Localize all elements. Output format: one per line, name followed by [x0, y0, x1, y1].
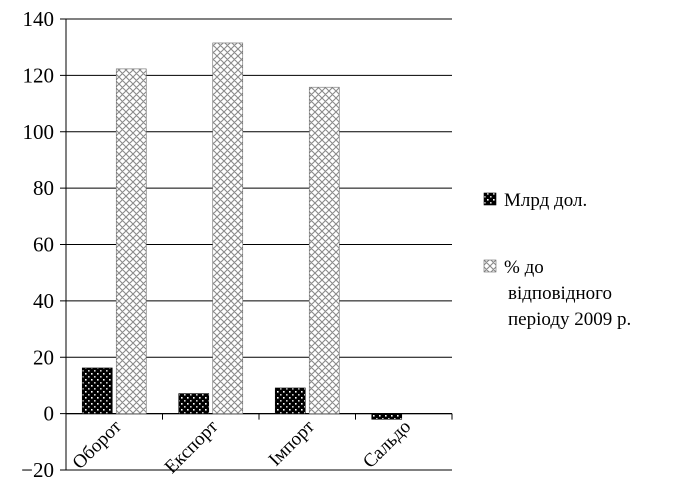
y-tick-label: −20 [21, 458, 54, 482]
legend-swatch [483, 259, 497, 273]
legend-label: Млрд дол. [504, 190, 587, 211]
y-tick-label: 20 [33, 345, 54, 369]
y-tick-label: 80 [33, 176, 54, 200]
legend: Млрд дол. % до відповідного періоду 2009 р. [483, 190, 631, 330]
bar-usd-billion-2 [274, 387, 306, 414]
bar-usd-billion-0 [81, 367, 113, 414]
x-tick-labels: Оборот Експорт Імпорт Сальдо [69, 416, 416, 478]
bars [81, 42, 403, 420]
x-tick-label: Імпорт [265, 416, 320, 471]
legend-label: періоду 2009 р. [508, 309, 631, 330]
bar-usd-billion-1 [178, 393, 210, 414]
bar-usd-billion-3 [371, 413, 403, 420]
bar-percent-1 [212, 42, 244, 414]
y-tick-label: 140 [23, 7, 55, 31]
y-tick-label: 100 [23, 120, 55, 144]
legend-swatch [483, 192, 497, 206]
y-tick-label: 60 [33, 233, 54, 257]
x-tick-label: Експорт [161, 416, 223, 478]
legend-label: відповідного [508, 283, 612, 304]
bar-percent-2 [308, 86, 340, 414]
legend-label: % до [504, 257, 544, 278]
y-tick-label: 40 [33, 289, 54, 313]
y-tick-label: 0 [44, 402, 55, 426]
x-tick-label: Сальдо [359, 416, 415, 472]
bar-percent-0 [115, 68, 147, 414]
y-tick-label: 120 [23, 63, 55, 87]
y-tick-labels: −20 0 20 40 60 80 100 120 140 [21, 7, 54, 482]
x-tick-label: Оборот [69, 416, 127, 474]
